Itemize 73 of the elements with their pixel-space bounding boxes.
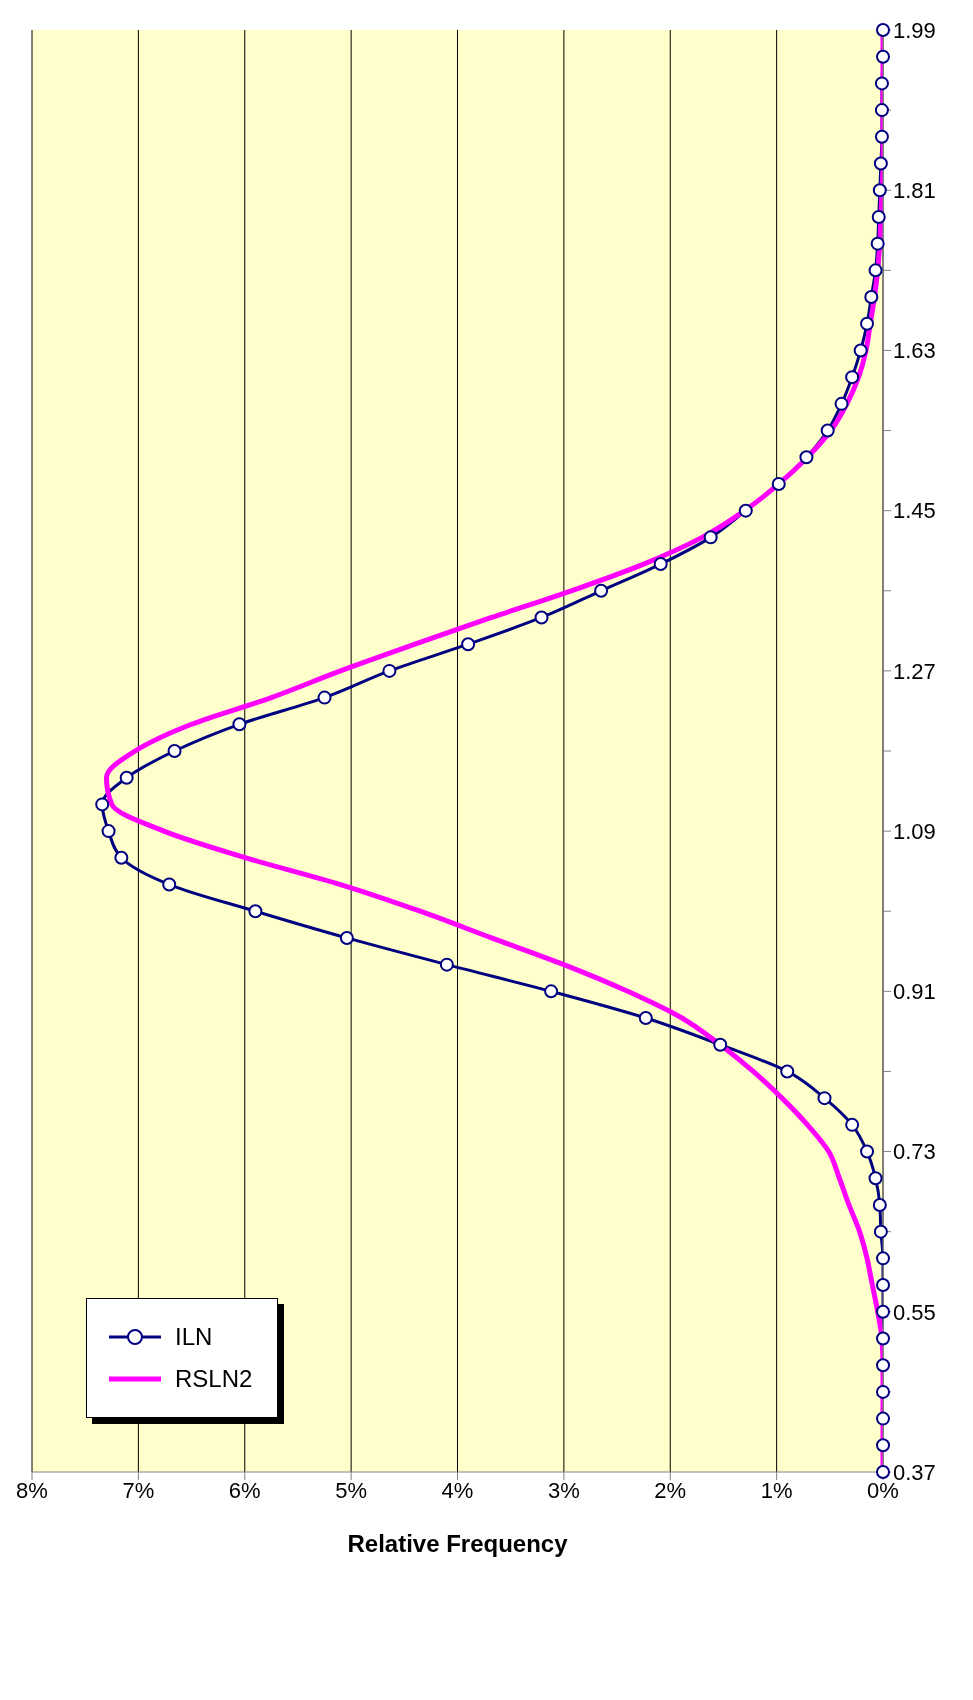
point — [872, 183, 887, 198]
point — [382, 663, 397, 678]
point — [95, 797, 110, 812]
point — [248, 904, 263, 919]
x-tick-label: 5% — [335, 1477, 368, 1503]
point — [167, 744, 182, 758]
point — [874, 129, 889, 144]
y-tick-label: 0.91 — [893, 979, 936, 1005]
point — [653, 557, 668, 572]
point — [876, 49, 890, 64]
point — [876, 1251, 890, 1266]
point — [799, 450, 814, 465]
point — [853, 343, 868, 358]
point — [876, 1304, 890, 1319]
y-tick-label: 1.27 — [893, 658, 936, 684]
point — [860, 316, 875, 331]
point — [780, 1064, 795, 1079]
point — [876, 1278, 890, 1293]
point — [868, 263, 883, 278]
point — [871, 209, 886, 224]
point — [817, 1091, 832, 1106]
point — [339, 930, 354, 945]
x-tick-label: 2% — [654, 1477, 687, 1503]
point — [874, 103, 889, 118]
x-tick-label: 4% — [441, 1477, 474, 1503]
legend-label: RSLN2 — [175, 1365, 253, 1393]
point — [534, 610, 549, 625]
point — [162, 877, 177, 892]
point — [771, 476, 786, 491]
point — [860, 1144, 875, 1159]
point — [114, 850, 129, 865]
point — [870, 236, 885, 251]
y-tick-label: 1.45 — [893, 498, 936, 524]
x-tick-label: 6% — [228, 1477, 261, 1503]
point — [638, 1011, 653, 1026]
y-tick-label: 1.81 — [893, 178, 936, 204]
y-tick-label: 1.09 — [893, 818, 936, 844]
point — [845, 370, 860, 385]
point — [845, 1117, 860, 1132]
point — [544, 984, 559, 999]
legend-label: ILN — [175, 1323, 213, 1351]
point — [317, 690, 332, 705]
point — [834, 396, 849, 411]
x-tick-label: 3% — [547, 1477, 580, 1503]
x-axis-title: Relative Frequency — [347, 1530, 569, 1557]
point — [703, 530, 718, 545]
point — [876, 1384, 890, 1399]
point — [872, 1197, 887, 1212]
point — [461, 637, 476, 652]
point — [873, 156, 888, 171]
point — [101, 824, 116, 839]
point — [594, 583, 609, 598]
point — [820, 423, 835, 438]
point — [232, 717, 247, 732]
point — [876, 1411, 890, 1426]
y-tick-label: 1.63 — [893, 338, 936, 364]
point — [439, 957, 454, 972]
point — [873, 1224, 888, 1239]
y-tick-label: 0.55 — [893, 1299, 936, 1325]
point — [874, 76, 889, 91]
point — [738, 503, 753, 518]
y-tick-label: 0.73 — [893, 1139, 936, 1165]
point — [876, 1331, 890, 1346]
x-tick-label: 8% — [16, 1477, 48, 1503]
y-tick-label: 1.99 — [893, 17, 936, 43]
point — [864, 290, 879, 305]
point — [868, 1171, 883, 1186]
point — [876, 1438, 890, 1453]
x-tick-label: 1% — [760, 1477, 793, 1503]
point — [119, 770, 134, 785]
point — [713, 1037, 728, 1052]
point — [876, 1358, 890, 1373]
x-tick-label: 7% — [122, 1477, 155, 1503]
